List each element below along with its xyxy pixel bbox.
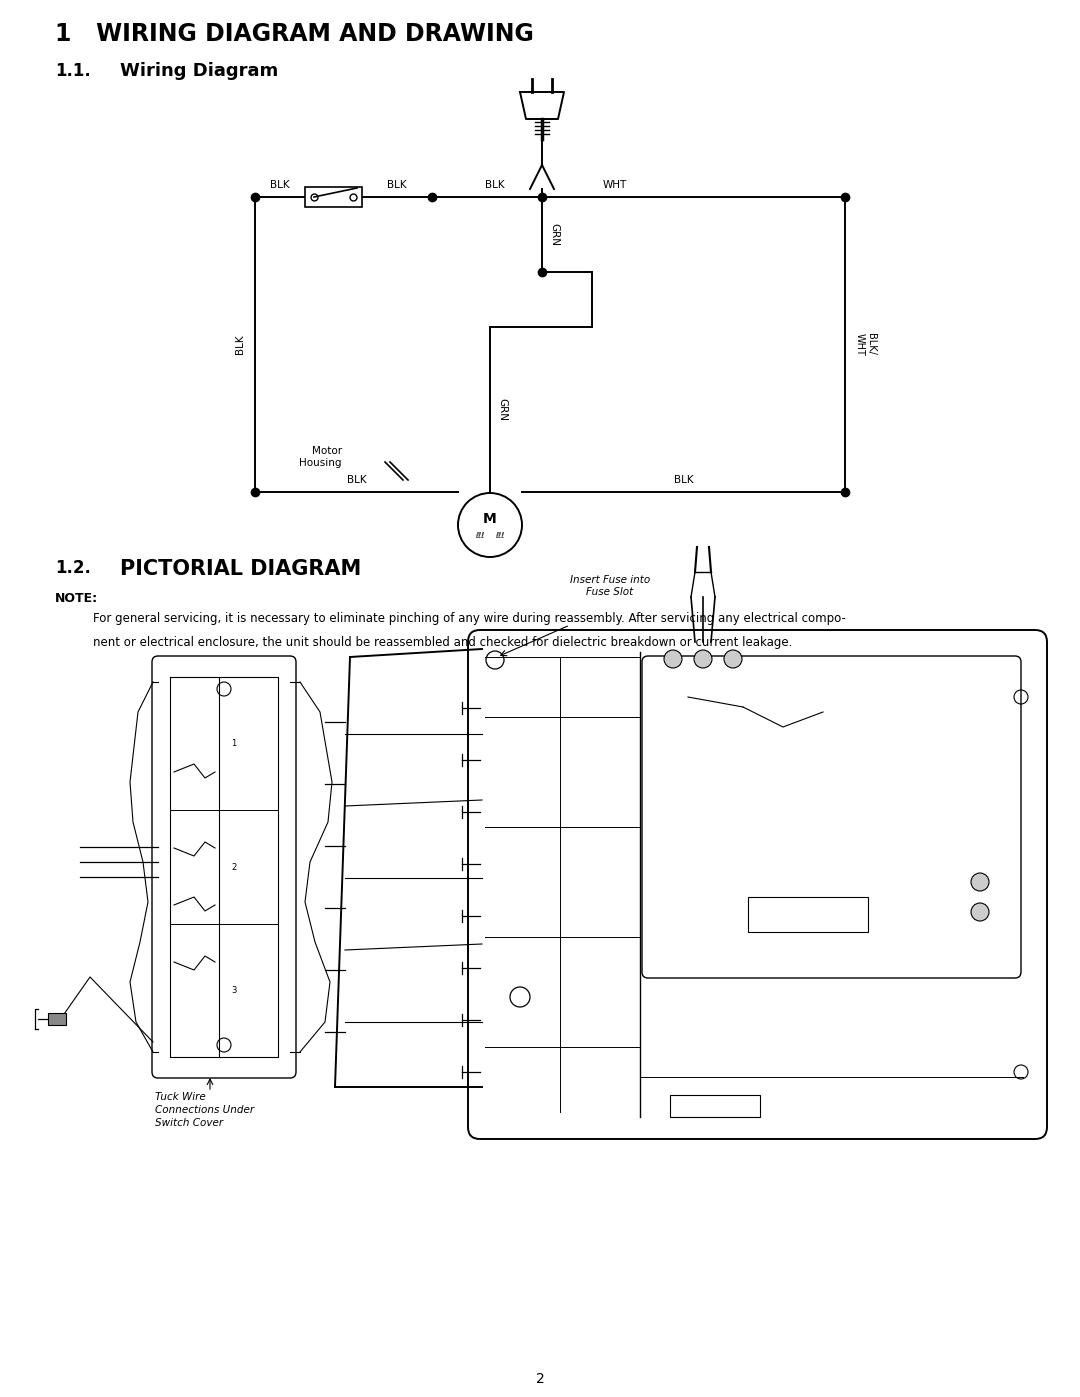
Text: PICTORIAL DIAGRAM: PICTORIAL DIAGRAM — [120, 559, 361, 578]
Text: 3: 3 — [231, 986, 237, 995]
Text: For general servicing, it is necessary to eliminate pinching of any wire during : For general servicing, it is necessary t… — [93, 612, 846, 624]
Text: 1.2.: 1.2. — [55, 559, 91, 577]
Text: BLK: BLK — [347, 475, 366, 485]
Text: M: M — [483, 511, 497, 527]
Text: 1: 1 — [231, 739, 237, 747]
FancyBboxPatch shape — [468, 630, 1047, 1139]
Circle shape — [724, 650, 742, 668]
FancyBboxPatch shape — [642, 657, 1021, 978]
Polygon shape — [519, 92, 564, 119]
Bar — [670, 1095, 760, 1118]
FancyBboxPatch shape — [152, 657, 296, 1078]
Text: BLK: BLK — [235, 335, 245, 355]
Bar — [748, 897, 868, 932]
Text: NOTE:: NOTE: — [55, 592, 98, 605]
Text: WHT: WHT — [603, 180, 627, 190]
Text: ℓℓℓ: ℓℓℓ — [496, 531, 504, 541]
Circle shape — [971, 873, 989, 891]
Text: 1.1.: 1.1. — [55, 61, 91, 80]
Text: BLK/
WHT: BLK/ WHT — [855, 332, 876, 356]
Text: Motor
Housing: Motor Housing — [299, 446, 342, 468]
Text: GRN: GRN — [497, 398, 507, 422]
Text: nent or electrical enclosure, the unit should be reassembled and checked for die: nent or electrical enclosure, the unit s… — [93, 636, 793, 650]
Circle shape — [694, 650, 712, 668]
Text: BLK: BLK — [485, 180, 504, 190]
Text: 2: 2 — [536, 1372, 544, 1386]
Circle shape — [971, 902, 989, 921]
Text: BLK: BLK — [388, 180, 407, 190]
Text: 2: 2 — [231, 862, 237, 872]
Bar — [305, 187, 362, 207]
Text: Insert Fuse into
Fuse Slot: Insert Fuse into Fuse Slot — [570, 574, 650, 597]
Circle shape — [664, 650, 681, 668]
Text: BLK: BLK — [674, 475, 693, 485]
Text: Wiring Diagram: Wiring Diagram — [120, 61, 279, 80]
Bar — [48, 1013, 66, 1025]
Text: Tuck Wire
Connections Under
Switch Cover: Tuck Wire Connections Under Switch Cover — [156, 1092, 254, 1129]
Text: 1   WIRING DIAGRAM AND DRAWING: 1 WIRING DIAGRAM AND DRAWING — [55, 22, 534, 46]
Text: BLK: BLK — [270, 180, 289, 190]
Text: ℓℓℓ: ℓℓℓ — [475, 531, 485, 541]
Text: GRN: GRN — [549, 224, 559, 246]
